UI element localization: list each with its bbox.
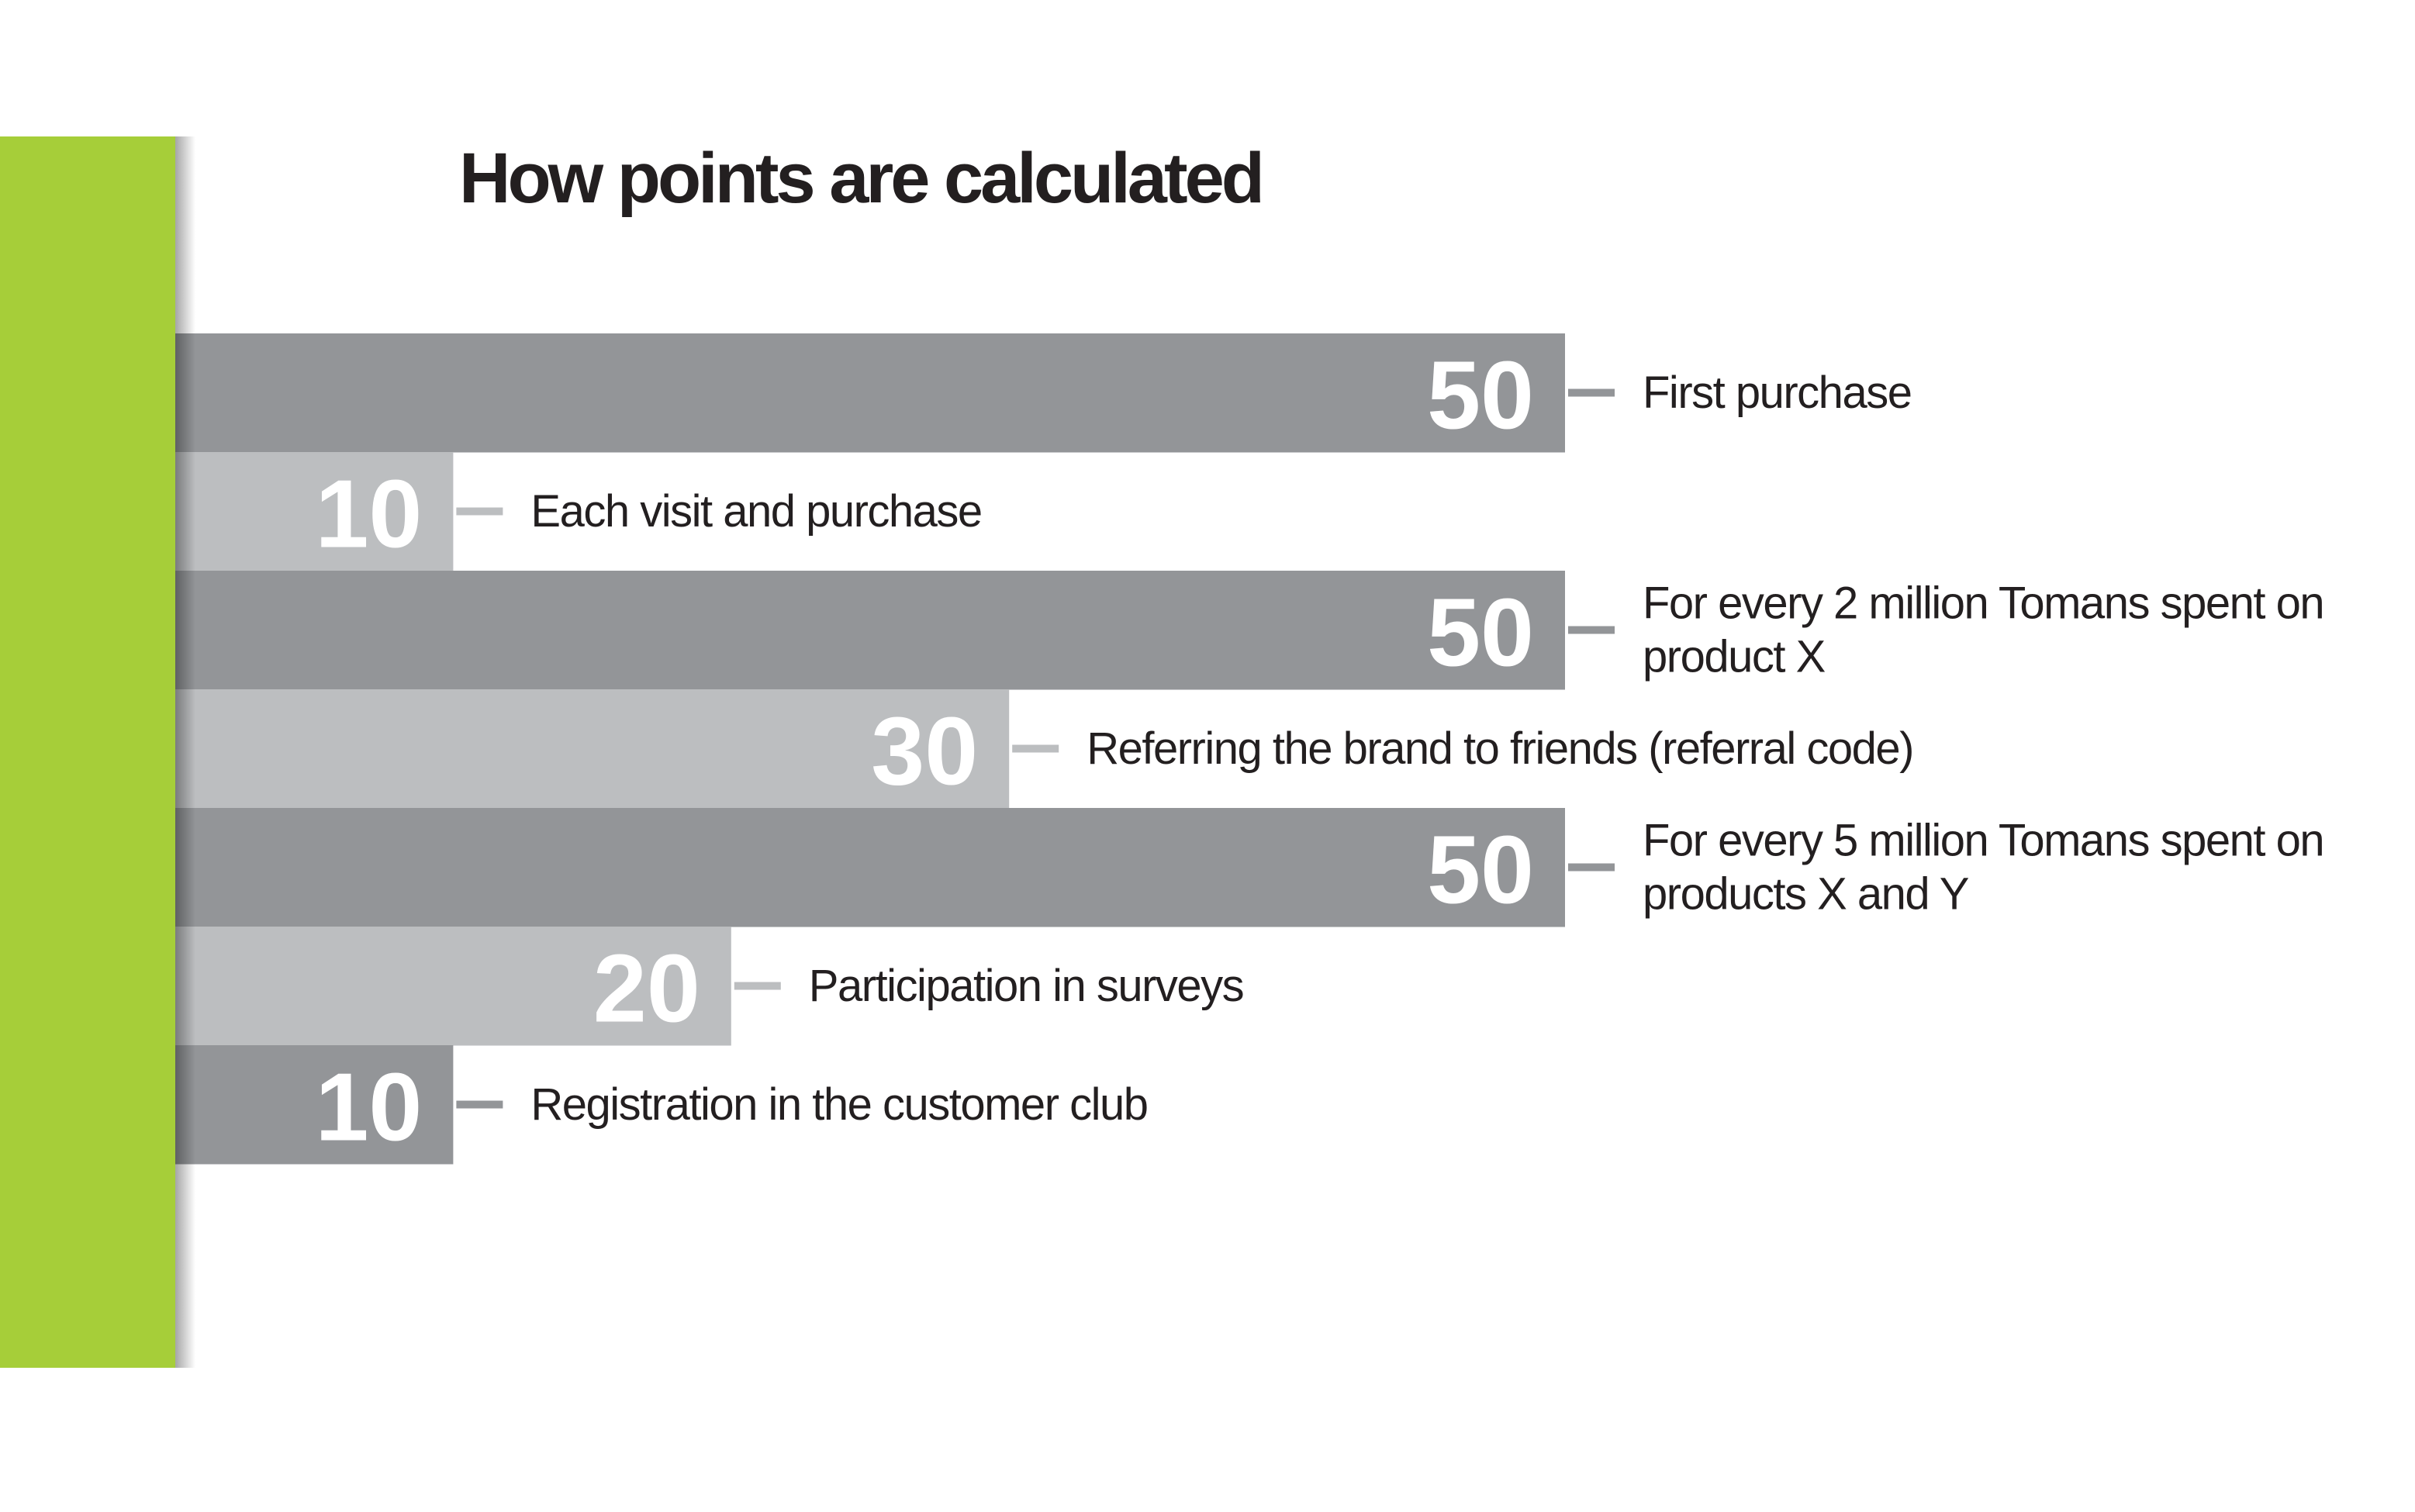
connector: [734, 982, 781, 990]
bar: [175, 689, 1010, 809]
connector: [456, 507, 503, 516]
value-label: 10: [315, 461, 422, 568]
bar: [175, 333, 1565, 453]
connector: [1568, 388, 1615, 397]
connector: [456, 1100, 503, 1109]
category-label: For every 5 million Tomans spent on prod…: [1643, 814, 2325, 920]
accent-strip: [0, 136, 175, 1368]
bar: [175, 927, 731, 1046]
category-label: For every 2 million Tomans spent on prod…: [1643, 577, 2325, 682]
category-label: Each visit and purchase: [530, 485, 983, 537]
bar: [175, 452, 454, 571]
value-label: 30: [871, 699, 978, 806]
bar: [175, 808, 1565, 927]
strip-shadow: [175, 136, 195, 1368]
bar: [175, 571, 1565, 690]
value-label: 20: [593, 936, 700, 1043]
value-label: 50: [1427, 580, 1534, 687]
category-label: First purchase: [1643, 367, 1912, 418]
connector: [1568, 863, 1615, 872]
chart-title: How points are calculated: [459, 139, 1265, 218]
category-label: Referring the brand to friends (referral…: [1087, 723, 1914, 774]
category-label: Registration in the customer club: [530, 1079, 1149, 1130]
category-label: Participation in surveys: [808, 960, 1245, 1011]
value-label: 10: [315, 1055, 422, 1162]
value-label: 50: [1427, 817, 1534, 924]
value-label: 50: [1427, 343, 1534, 450]
bar: [175, 1045, 454, 1165]
connector: [1568, 626, 1615, 634]
connector: [1012, 744, 1059, 753]
